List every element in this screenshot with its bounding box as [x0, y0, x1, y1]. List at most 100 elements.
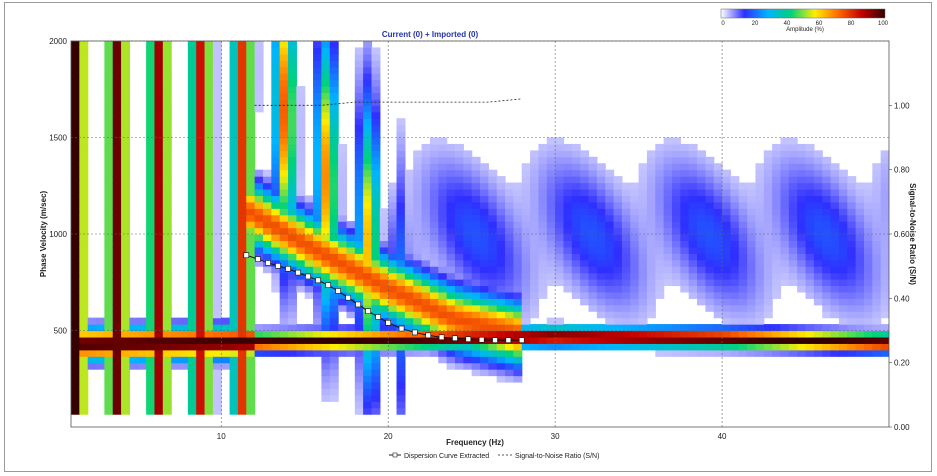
heatmap-cell — [346, 259, 356, 267]
heatmap-cell — [471, 221, 481, 229]
heatmap-cell — [371, 79, 381, 87]
heatmap-cell — [313, 137, 323, 145]
legend-marker-square-icon — [392, 452, 398, 458]
heatmap-cell — [363, 163, 373, 171]
heatmap-cell — [279, 259, 289, 267]
heatmap-cell — [830, 227, 840, 235]
heatmap-cell — [555, 163, 565, 171]
heatmap-cell — [204, 41, 214, 49]
heatmap-cell — [121, 156, 131, 164]
heatmap-cell — [429, 150, 439, 158]
heatmap-cell — [655, 246, 665, 254]
heatmap-cell — [104, 375, 114, 383]
heatmap-cell — [605, 234, 615, 242]
heatmap-cell — [237, 92, 247, 100]
heatmap-cell — [580, 214, 590, 222]
heatmap-cell — [763, 240, 773, 248]
heatmap-cell — [655, 195, 665, 203]
heatmap-cell — [571, 195, 581, 203]
heatmap-cell — [413, 279, 423, 287]
heatmap-cell — [621, 234, 631, 242]
heatmap-cell — [237, 163, 247, 171]
heatmap-cell — [538, 272, 548, 280]
heatmap-cell — [279, 266, 289, 274]
heatmap-cell — [638, 240, 648, 248]
heatmap-cell — [304, 234, 314, 242]
heatmap-cell — [747, 208, 757, 216]
heatmap-cell — [338, 188, 348, 196]
heatmap-cell — [588, 336, 598, 344]
heatmap-cell — [480, 343, 489, 351]
heatmap-cell — [196, 253, 206, 261]
heatmap-cell — [229, 131, 239, 139]
heatmap-cell — [196, 330, 206, 338]
heatmap-cell — [813, 182, 823, 190]
heatmap-cell — [538, 227, 548, 235]
heatmap-cell — [196, 394, 206, 402]
heatmap-cell — [371, 118, 381, 126]
heatmap-cell — [838, 201, 848, 209]
heatmap-cell — [646, 298, 656, 306]
heatmap-cell — [179, 362, 189, 370]
heatmap-cell — [112, 394, 122, 402]
heatmap-cell — [880, 311, 889, 319]
heatmap-cell — [321, 291, 331, 299]
heatmap-cell — [713, 195, 723, 203]
heatmap-cell — [288, 279, 297, 287]
heatmap-cell — [588, 221, 598, 229]
heatmap-cell — [196, 143, 206, 151]
heatmap-cell — [187, 246, 197, 254]
heatmap-cell — [296, 272, 306, 280]
heatmap-cell — [196, 169, 206, 177]
heatmap-cell — [254, 343, 264, 351]
heatmap-cell — [296, 143, 306, 151]
colorbar-tick-label: 20 — [752, 21, 759, 27]
heatmap-cell — [363, 298, 373, 306]
heatmap-cell — [79, 369, 89, 377]
heatmap-cell — [371, 259, 381, 267]
heatmap-cell — [363, 304, 373, 312]
heatmap-cell — [488, 272, 498, 280]
heatmap-cell — [697, 182, 706, 190]
heatmap-cell — [288, 105, 297, 113]
heatmap-cell — [279, 330, 289, 338]
heatmap-cell — [847, 311, 857, 319]
heatmap-cell — [87, 336, 97, 344]
heatmap-cell — [429, 317, 439, 325]
heatmap-cell — [79, 356, 89, 364]
heatmap-cell — [329, 111, 339, 119]
heatmap-cell — [505, 304, 514, 312]
heatmap-cell — [229, 259, 239, 267]
heatmap-cell — [212, 291, 222, 299]
heatmap-cell — [396, 279, 406, 287]
heatmap-cell — [747, 349, 757, 357]
heatmap-cell — [747, 246, 757, 254]
heatmap-cell — [354, 221, 364, 229]
heatmap-cell — [288, 60, 297, 68]
heatmap-cell — [671, 279, 681, 287]
heatmap-cell — [187, 86, 197, 94]
heatmap-cell — [530, 150, 540, 158]
heatmap-cell — [321, 176, 331, 184]
heatmap-cell — [112, 105, 122, 113]
heatmap-cell — [855, 291, 865, 299]
heatmap-cell — [262, 221, 272, 229]
heatmap-cell — [421, 182, 431, 190]
heatmap-cell — [121, 407, 131, 415]
heatmap-cell — [363, 324, 373, 332]
heatmap-cell — [488, 343, 498, 351]
heatmap-cell — [321, 137, 331, 145]
heatmap-cell — [71, 362, 80, 370]
heatmap-cell — [162, 73, 172, 81]
heatmap-cell — [329, 137, 339, 145]
heatmap-cell — [371, 407, 381, 415]
heatmap-cell — [204, 259, 214, 267]
heatmap-cell — [613, 304, 623, 312]
heatmap-cell — [496, 311, 506, 319]
heatmap-cell — [212, 169, 222, 177]
heatmap-cell — [429, 311, 439, 319]
heatmap-cell — [863, 343, 873, 351]
heatmap-cell — [438, 221, 448, 229]
x-tick-label: 10 — [217, 432, 226, 441]
